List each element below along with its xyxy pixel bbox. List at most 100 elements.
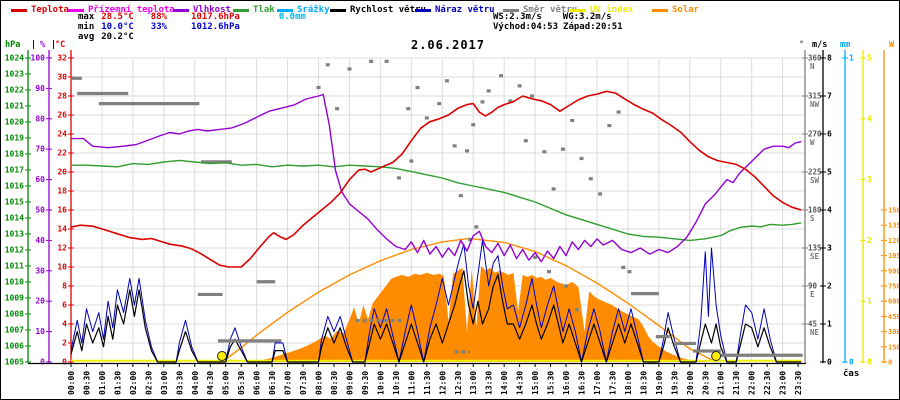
ms-tick-label: 0 <box>827 358 832 367</box>
x-tick-label: 10:00 <box>376 371 385 395</box>
x-tick-label: 18:30 <box>639 371 648 395</box>
wind-direction-dot <box>542 150 547 154</box>
wind-gust-stat: WG:3.2m/s <box>562 12 612 22</box>
humidity-line <box>71 93 802 263</box>
degc-tick-label: 32 <box>57 54 67 63</box>
stats-avg-row: avg 20.2°C <box>78 32 134 42</box>
hpa-tick-label: 1016 <box>5 182 24 191</box>
x-tick-label: 04:00 <box>191 371 200 395</box>
degc-tick-label: 0 <box>62 358 67 367</box>
wind-direction-dot <box>564 284 569 288</box>
legend-swatch <box>415 8 431 12</box>
w-tick-label: 1350 <box>888 222 900 230</box>
mm-tick-label: 1 <box>849 54 854 63</box>
wind-direction-dot <box>533 255 538 259</box>
pct-tick-label: 100 <box>31 54 46 63</box>
mm-tick-label: 0 <box>849 358 854 367</box>
hpa-tick-label: 1010 <box>5 278 24 287</box>
pct-tick-label: 90 <box>35 84 45 93</box>
degc-tick-label: 6 <box>62 301 67 310</box>
x-tick-label: 17:00 <box>593 371 602 395</box>
legend-swatch <box>173 8 189 12</box>
degc-axis-header: °C <box>55 40 65 50</box>
pct-tick-label: 70 <box>35 145 45 154</box>
degc-tick-label: 2 <box>62 339 67 348</box>
ms-tick-label: 8 <box>827 54 832 63</box>
legend-label: Vlhkost <box>193 5 231 15</box>
stats-max-label: max <box>78 12 95 22</box>
wind-direction-dot <box>560 147 565 151</box>
legend-item-3: Tlak <box>233 5 275 15</box>
hpa-axis-header: hPa <box>5 40 20 50</box>
wind-direction-dot <box>452 144 457 148</box>
hpa-tick-label: 1017 <box>5 166 24 175</box>
ms-tick-label: 3 <box>827 244 832 253</box>
x-tick-label: 20:30 <box>701 371 710 395</box>
x-tick-label: 09:00 <box>345 371 354 395</box>
x-tick-label: 14:00 <box>500 371 509 395</box>
degc-tick-label: 24 <box>57 130 67 139</box>
wind-direction-dot <box>621 265 626 270</box>
hpa-tick-label: 1011 <box>5 262 24 271</box>
hpa-tick-label: 1019 <box>5 134 24 143</box>
hpa-tick-label: 1008 <box>5 310 24 319</box>
x-tick-label: 04:30 <box>206 371 215 395</box>
ms-axis-header: m/s <box>812 40 827 50</box>
wind-direction-dot <box>409 159 414 163</box>
hpa-tick-label: 1005 <box>5 358 24 367</box>
degc-tick-label: 18 <box>57 187 67 196</box>
wind-direction-dot <box>369 59 374 63</box>
uv-tick-label: 3 <box>867 175 872 184</box>
hpa-tick-label: 1023 <box>5 70 24 79</box>
axis-header-separator: | <box>31 40 36 50</box>
dir-axis-header: ° <box>799 40 804 50</box>
pct-tick-label: 80 <box>35 114 45 123</box>
stats-min-label: min <box>78 22 95 32</box>
wind-direction-dot <box>627 270 632 274</box>
sunrise-marker <box>216 351 227 361</box>
legend-item-4: Srážky <box>277 5 330 15</box>
legend-label: Rychlost větru <box>350 5 426 15</box>
wind-direction-dot <box>480 100 485 104</box>
legend-item-1: Přízemní teplota <box>68 5 175 15</box>
x-tick-label: 18:00 <box>624 371 633 395</box>
dir-compass-label: NW <box>810 100 820 109</box>
stats-min-pressure: 1012.6hPa <box>191 22 240 32</box>
dir-compass-label: SE <box>810 252 820 261</box>
x-tick-label: 01:30 <box>113 371 122 395</box>
dir-tick-label: 270 <box>808 130 822 139</box>
x-tick-label: 19:00 <box>655 371 664 395</box>
wind-direction-dot <box>424 116 429 120</box>
legend-item-9: Solar <box>652 5 699 15</box>
x-tick-label: 11:30 <box>423 371 432 395</box>
dir-compass-label: NE <box>810 328 820 337</box>
legend-swatch <box>68 8 84 12</box>
x-tick-label: 00:00 <box>67 371 76 395</box>
w-tick-label: 300 <box>888 328 900 336</box>
wind-gust-line <box>70 239 802 363</box>
stats-max-temp: 28.5°C <box>101 12 134 22</box>
legend-item-2: Vlhkost <box>173 5 231 15</box>
x-tick-label: 07:00 <box>284 371 293 395</box>
pct-axis-header: % <box>40 40 46 50</box>
dir-tick-label: 90 <box>808 282 818 291</box>
legend-item-7: Směr větru <box>503 5 577 15</box>
x-tick-label: 12:30 <box>454 371 463 395</box>
wind-direction-dot <box>499 74 504 78</box>
wind-direction-dot <box>406 107 411 111</box>
dir-tick-label: 360 <box>808 54 822 63</box>
pct-tick-label: 40 <box>35 236 45 245</box>
wind-direction-dot <box>547 270 552 274</box>
sunset-marker <box>711 351 722 361</box>
dir-tick-label: 315 <box>808 92 822 101</box>
wind-direction-dot <box>570 118 575 123</box>
x-tick-label: 14:30 <box>516 371 525 395</box>
x-axis-title: čas <box>843 369 860 379</box>
hpa-tick-label: 1007 <box>5 326 24 335</box>
dir-compass-label: E <box>810 290 815 299</box>
hpa-tick-label: 1022 <box>5 86 24 95</box>
axes: 1005100610071008100910101011101210131014… <box>5 40 900 367</box>
legend-label: Solar <box>672 5 700 15</box>
wind-direction-dot <box>523 139 528 143</box>
x-tick-label: 21:30 <box>732 371 741 395</box>
